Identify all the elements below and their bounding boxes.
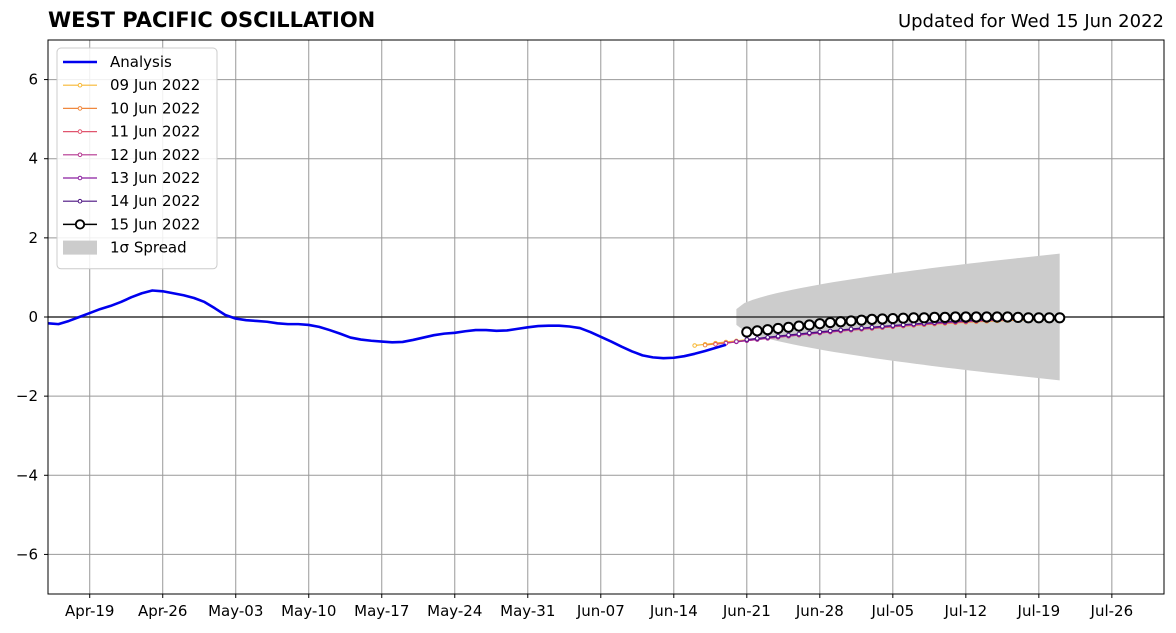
analysis-line — [47, 289, 727, 360]
analysis-layer — [47, 289, 727, 360]
latest-forecast-point — [897, 312, 909, 324]
x-tick-label-3: May-10 — [281, 602, 336, 620]
latest-forecast-point — [876, 313, 888, 325]
latest-forecast-point — [751, 325, 763, 337]
forecast-point — [807, 330, 812, 336]
legend-label: 14 Jun 2022 — [110, 192, 200, 210]
updated-date: Updated for Wed 15 Jun 2022 — [897, 11, 1164, 32]
legend-swatch-marker — [77, 175, 83, 181]
legend-label: Analysis — [110, 53, 172, 71]
y-tick-label-4: −2 — [16, 387, 38, 405]
latest-forecast-point — [1033, 312, 1045, 324]
latest-forecast-point — [939, 311, 951, 323]
x-tick-label-6: May-31 — [500, 602, 555, 620]
y-tick-label-5: −4 — [16, 466, 38, 484]
legend-label: 1σ Spread — [110, 239, 187, 257]
legend-swatch-marker — [77, 198, 83, 204]
y-tick-label-3: 0 — [28, 308, 38, 326]
forecast-point — [775, 333, 781, 339]
legend-swatch-marker — [77, 106, 83, 111]
legend: Analysis 09 Jun 2022 10 Jun 2022 11 Jun 202… — [56, 47, 218, 270]
y-tick-label-2: 2 — [28, 229, 38, 247]
latest-forecast-point — [855, 314, 868, 326]
latest-forecast-point — [949, 311, 962, 323]
axis-layer: Apr-19 Apr-26 May-03 May-10 May-17 May-24 May-… — [16, 71, 1133, 620]
latest-forecast-point — [960, 311, 972, 323]
y-tick-label-0: 6 — [28, 71, 38, 89]
latest-forecast-point — [1012, 311, 1024, 323]
x-tick-label-10: Jun-28 — [795, 602, 844, 620]
forecast-point — [765, 334, 770, 340]
legend-swatch-marker — [77, 129, 83, 134]
legend-swatch-marker — [74, 219, 86, 230]
latest-forecast-point — [793, 320, 805, 332]
latest-forecast-point — [772, 322, 784, 335]
x-tick-label-8: Jun-14 — [649, 602, 698, 620]
latest-forecast-point — [1054, 312, 1066, 324]
y-tick-label-6: −6 — [16, 545, 38, 563]
forecast-point — [692, 343, 697, 348]
legend-label: 10 Jun 2022 — [110, 99, 200, 117]
forecast-point — [869, 324, 875, 330]
latest-forecast-layer — [741, 311, 1066, 338]
forecast-point — [734, 339, 739, 344]
forecast-point — [754, 336, 760, 341]
x-tick-label-9: Jun-21 — [722, 602, 771, 620]
latest-forecast-point — [814, 318, 826, 330]
forecast-point — [848, 326, 854, 332]
latest-forecast-point — [782, 321, 795, 333]
x-tick-label-1: Apr-26 — [138, 602, 188, 620]
legend-box — [56, 47, 218, 270]
latest-forecast-point — [908, 312, 920, 324]
forecast-point — [817, 329, 823, 335]
forecast-point — [859, 325, 864, 331]
forecast-point — [702, 342, 708, 348]
latest-forecast-point — [887, 312, 899, 325]
latest-forecast-point — [762, 324, 774, 336]
forecast-point — [838, 327, 843, 333]
latest-forecast-point — [1043, 312, 1055, 324]
x-tick-label-5: May-24 — [427, 602, 482, 620]
x-tick-label-7: Jun-07 — [576, 602, 625, 620]
x-tick-label-14: Jul-26 — [1090, 602, 1134, 620]
legend-label: 11 Jun 2022 — [110, 123, 200, 141]
x-tick-label-13: Jul-19 — [1017, 602, 1061, 620]
x-tick-label-11: Jul-05 — [871, 602, 915, 620]
latest-forecast-point — [991, 311, 1003, 323]
latest-forecast-point — [918, 312, 930, 324]
latest-forecast-point — [741, 326, 753, 338]
forecast-point — [890, 323, 896, 328]
legend-label: 13 Jun 2022 — [110, 169, 200, 187]
x-tick-label-0: Apr-19 — [65, 602, 115, 620]
x-tick-label-2: May-03 — [208, 602, 263, 620]
forecast-point — [796, 331, 802, 337]
legend-label: 09 Jun 2022 — [110, 76, 200, 94]
forecast-point — [713, 342, 718, 347]
latest-forecast-point — [1022, 312, 1035, 324]
latest-forecast-point — [970, 311, 982, 323]
latest-forecast-point — [981, 311, 993, 323]
forecast-point — [827, 328, 833, 334]
latest-forecast-point — [845, 315, 857, 327]
legend-swatch-marker — [77, 152, 83, 158]
x-tick-label-4: May-17 — [354, 602, 409, 620]
chart-title: WEST PACIFIC OSCILLATION — [48, 8, 376, 32]
legend-swatch-marker — [77, 82, 83, 88]
forecast-point — [744, 337, 750, 342]
latest-forecast-point — [928, 311, 941, 323]
forecast-point — [786, 332, 791, 338]
legend-label: 15 Jun 2022 — [110, 215, 200, 233]
latest-forecast-point — [866, 313, 878, 325]
y-tick-label-1: 4 — [28, 150, 38, 168]
latest-forecast-point — [835, 316, 847, 328]
latest-forecast-point — [824, 316, 836, 329]
legend-swatch-spread — [63, 240, 97, 255]
latest-forecast-point — [803, 319, 815, 331]
x-tick-label-12: Jul-12 — [944, 602, 988, 620]
latest-forecast-point — [1001, 311, 1014, 323]
forecast-point — [880, 324, 885, 329]
legend-label: 12 Jun 2022 — [110, 146, 200, 164]
